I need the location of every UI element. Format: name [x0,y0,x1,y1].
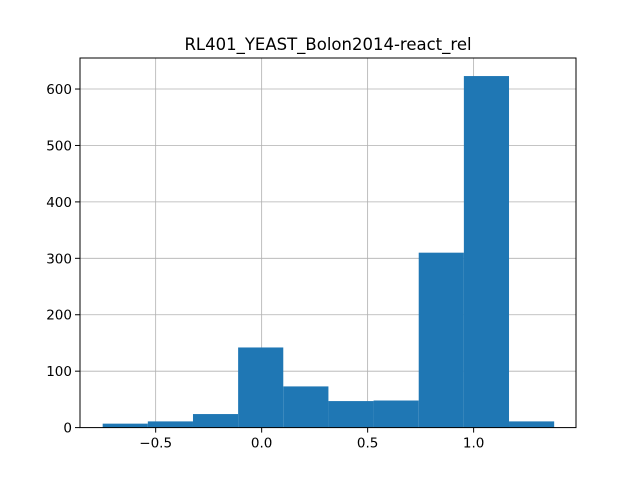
y-tick-label: 300 [46,251,72,267]
plot-area-frame [79,57,577,429]
histogram-bar [463,76,510,428]
x-tick-label: 0.5 [357,436,378,452]
x-tick-label: −0.5 [139,436,172,452]
x-tick-label: 0.0 [251,436,272,452]
histogram-bar [102,423,148,428]
y-tick-label: 500 [46,138,72,154]
histogram-bar [373,400,419,428]
histogram-bar [283,386,329,428]
y-tick-label: 200 [46,308,72,324]
histogram-bar [238,347,284,428]
y-tick-label: 600 [46,82,72,98]
y-tick-label: 400 [46,195,72,211]
y-tick-label: 100 [46,364,72,380]
histogram-bars [102,76,555,428]
histogram-bar [147,421,193,428]
histogram-bar [509,421,555,428]
axis-ticks: −0.5 0.0 0.5 1.0 0 100 200 300 400 500 600 [46,82,484,452]
chart-title: RL401_YEAST_Bolon2014-react_rel [184,35,471,55]
histogram-bar [418,252,464,428]
histogram-bar [328,401,374,428]
histogram-bar [192,414,239,428]
x-tick-label: 1.0 [463,436,484,452]
y-tick-label: 0 [63,421,72,437]
